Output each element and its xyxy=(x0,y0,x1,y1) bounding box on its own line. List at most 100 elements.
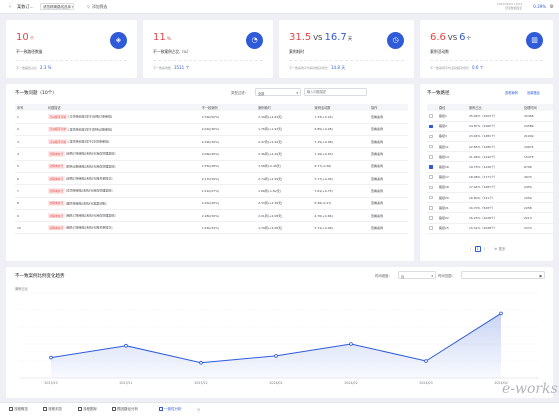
pager: 〈 1 〉 ⊕ 更多 xyxy=(468,246,505,252)
kpi-sub: 不一致案例平均活动相对增长 0.6 个 xyxy=(430,65,484,70)
path-name[interactable]: 路径2 xyxy=(437,121,467,132)
overview-icon xyxy=(9,407,13,411)
trend-title: 不一致案例比例变化趋势 xyxy=(15,274,65,279)
data-point xyxy=(199,360,203,365)
path-name[interactable]: 路径15 xyxy=(437,223,467,234)
set-path-link[interactable]: 设置路径 xyxy=(527,91,540,95)
row-cases: 2.19k(39%) xyxy=(199,135,257,149)
close-icon[interactable]: × xyxy=(197,407,201,412)
path-checkbox[interactable] xyxy=(429,195,433,200)
tab-root-cause[interactable]: 根因路径分析 xyxy=(112,407,138,412)
path-checkbox[interactable] xyxy=(429,206,433,210)
calendar-icon: ▣ xyxy=(538,273,542,278)
tab-process-browse[interactable]: 流程浏览 xyxy=(43,407,62,412)
issue-tag: 流程未执行 xyxy=(47,212,65,219)
kpi-label: 不一致路径数量 xyxy=(16,49,43,54)
tab-conformance[interactable]: 一致性分析 xyxy=(159,407,182,412)
path-row[interactable]: 路径18 17.44%（1487个） 2454 xyxy=(427,182,553,194)
path-name[interactable]: 路径21 xyxy=(437,202,467,214)
path-row[interactable]: 路径22 16.25%（1028个） 2213 xyxy=(427,212,553,224)
path-name[interactable]: 路径3 xyxy=(437,131,467,143)
view-case-link[interactable]: 查看案例 xyxy=(368,221,408,235)
path-ratio: 23.94%（1381个） xyxy=(467,131,522,143)
path-name[interactable]: 路径14 xyxy=(437,151,467,163)
more-button[interactable]: ⊕ 更多 xyxy=(494,247,506,251)
path-checkbox[interactable] xyxy=(429,124,433,129)
time-range-picker[interactable]: ▣ xyxy=(461,271,545,279)
path-time: 2213 xyxy=(522,212,553,224)
path-checkbox[interactable] xyxy=(429,175,433,179)
row-cases: 1.93k(34%) xyxy=(199,221,257,235)
path-row[interactable]: 路径17 18.08%（1771个） 4974 xyxy=(427,172,553,183)
path-name[interactable]: 路径1 xyxy=(437,111,467,122)
path-row[interactable]: 路径1 25.96%（1503个） 32458 xyxy=(427,111,553,122)
data-percent: 0.39% xyxy=(533,4,546,9)
kpi-value: 31.5 VS 16.7天 xyxy=(289,32,353,43)
path-row[interactable]: 路径11 22.85%（1280个） 19674 xyxy=(427,141,553,153)
path-ratio: 18.08%（1771个） xyxy=(467,172,522,183)
path-checkbox[interactable] xyxy=(429,165,433,169)
chevron-left-icon[interactable]: ‹ xyxy=(9,4,11,10)
row-desc: 流程未执行 [采购订单审批]未执行[报关单提交] xyxy=(45,172,200,186)
path-checkbox[interactable] xyxy=(429,216,433,220)
row-cases: 2.79k(50%) xyxy=(199,111,257,124)
time-range-label: 时间范围： xyxy=(438,274,455,278)
add-filter-button[interactable]: ▽ 添加筛选 xyxy=(87,4,107,10)
issue-tag: 活动顺序异常 xyxy=(47,114,68,120)
path-ratio: 16.25%（1028个） xyxy=(467,212,522,224)
path-row[interactable]: 路径16 19.75%（1226个） 6799 xyxy=(427,161,553,173)
time-dim-select[interactable]: 月 ▾ xyxy=(398,271,436,279)
pager-page[interactable]: 1 xyxy=(474,246,481,252)
path-checkbox[interactable] xyxy=(429,155,433,159)
row-activities: 7.33(+0.24) xyxy=(312,111,369,124)
table-row: 8 流程未执行 [报关单审批]未执行[发票清账] 2.25k(40%) 2.33周(+… xyxy=(15,197,408,210)
issue-tag: 流程未执行 xyxy=(47,151,65,157)
view-case-link[interactable]: 查看案例 xyxy=(368,123,408,137)
col-header: 路径 xyxy=(437,104,467,111)
view-case-link[interactable]: 查看案例 xyxy=(368,111,408,124)
root-cause-icon xyxy=(112,407,116,411)
path-name[interactable]: 路径11 xyxy=(437,141,467,153)
row-activities: 6.77(-0.26) xyxy=(312,160,369,173)
path-name[interactable]: 路径20 xyxy=(437,192,467,204)
path-row[interactable]: 路径3 23.94%（1381个） 21049 xyxy=(427,131,553,143)
path-row[interactable]: 路径2 24.87%（1460个） 24589 xyxy=(427,121,553,132)
path-name[interactable]: 路径22 xyxy=(437,212,467,224)
path-time: 19674 xyxy=(522,141,553,153)
path-checkbox[interactable] xyxy=(429,144,433,149)
path-checkbox[interactable] xyxy=(429,134,433,139)
path-name[interactable]: 路径18 xyxy=(437,182,467,194)
issue-tag: 活动顺序异常 xyxy=(47,126,68,133)
col-header: 问题描述 xyxy=(45,104,200,111)
path-checkbox[interactable] xyxy=(429,226,433,230)
gear-icon[interactable]: ⚙ xyxy=(549,3,554,10)
view-case-link[interactable]: 查看案例 xyxy=(368,172,408,186)
row-desc: 流程未执行 [财务记账审批]未执行[库存管理复核] xyxy=(45,160,200,173)
process-select[interactable]: 请您精确路线选择 ▾ xyxy=(40,3,74,10)
path-row[interactable]: 路径20 16.80%（741个） 1059 xyxy=(427,192,553,204)
view-cases-link[interactable]: 查看案例 xyxy=(505,91,518,95)
row-activities: 6.36(-0.27) xyxy=(312,197,369,210)
path-row[interactable]: 路径21 16.70%（528个） 2258 xyxy=(427,202,553,214)
issue-tag: 流程未执行 xyxy=(47,176,65,182)
view-case-link[interactable]: 查看案例 xyxy=(368,197,408,210)
view-case-link[interactable]: 查看案例 xyxy=(368,147,408,161)
pager-next[interactable]: 〉 xyxy=(483,247,488,251)
pager-prev[interactable]: 〈 xyxy=(468,247,472,251)
path-checkbox[interactable] xyxy=(429,114,433,118)
tab-process-diagram[interactable]: 流程图标 xyxy=(78,407,97,412)
view-case-link[interactable]: 查看案例 xyxy=(368,184,408,198)
issue-search-input[interactable] xyxy=(304,88,367,96)
view-case-link[interactable]: 查看案例 xyxy=(368,135,408,149)
view-case-link[interactable]: 查看案例 xyxy=(368,209,408,223)
tab-process-overview[interactable]: 流程概览 xyxy=(9,407,28,412)
path-row[interactable]: 路径14 21.06%（1242个） 15475 xyxy=(427,151,553,163)
path-checkbox[interactable] xyxy=(429,185,433,190)
col-header: 案例活动数 xyxy=(312,104,369,111)
path-name[interactable]: 路径17 xyxy=(437,172,467,183)
path-name[interactable]: 路径16 xyxy=(437,161,467,173)
table-row: 4 流程未执行 [采购订单审批]未执行[库存管理复核] 2.06k(36%) 2.46… xyxy=(15,147,408,161)
type-filter-select[interactable]: 全部 ▾ xyxy=(255,88,301,96)
view-case-link[interactable]: 查看案例 xyxy=(368,160,408,173)
path-row[interactable]: 路径15 15.31%（1528个） 2374 xyxy=(427,223,553,234)
